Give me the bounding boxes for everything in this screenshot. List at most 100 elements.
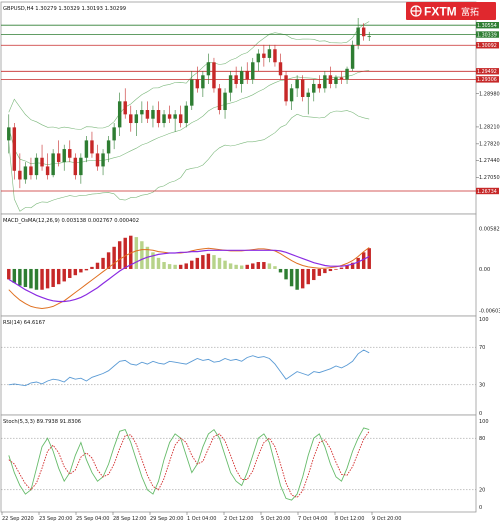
macd-bar (95, 262, 100, 269)
brand-badge: FXTM 富拓 (406, 2, 496, 20)
candle (62, 149, 66, 163)
macd-bar (212, 255, 216, 269)
x-axis-labels: 22 Sep 2020 23 Sep 20:00 25 Sep 04:00 28 Se… (1, 512, 401, 522)
macd-bar (245, 264, 249, 269)
macd-bar (339, 267, 344, 269)
stoch-tick-label: 80 (479, 436, 485, 442)
candle (95, 153, 100, 167)
candle (295, 79, 299, 89)
bollinger-middle (8, 70, 370, 166)
stoch-tick-label: 0 (479, 505, 482, 511)
level-label-1: 1.30339 (477, 32, 497, 38)
candle (350, 44, 355, 69)
candle (68, 149, 72, 158)
macd-bar (228, 263, 233, 269)
macd-bar (273, 266, 277, 269)
signal-line (8, 249, 370, 303)
rsi-panel (0, 315, 477, 416)
candle (328, 75, 333, 84)
candle (12, 127, 17, 171)
macd-bar (306, 268, 310, 285)
macd-bar (195, 257, 200, 269)
candle (256, 53, 261, 63)
level-tag-2 (476, 42, 499, 49)
candle (151, 110, 155, 119)
candle (90, 140, 94, 154)
macd-bar (201, 255, 205, 269)
candle (234, 75, 238, 84)
x-tick-label: 25 Sep 04:00 (76, 516, 109, 522)
candle (173, 114, 177, 119)
x-tick-label: 1 Oct 04:00 (187, 516, 216, 522)
candle (145, 110, 150, 119)
candle (34, 157, 39, 176)
candle (206, 62, 211, 76)
stoch-tick-label: 20 (479, 488, 485, 494)
macd-bar (173, 264, 177, 269)
macd-bar (223, 260, 227, 269)
rsi-tick-label: 70 (479, 345, 485, 351)
price-tick-label: 1.27440 (479, 158, 500, 164)
candle (195, 79, 200, 89)
x-tick-label: 8 Oct 12:00 (335, 516, 364, 522)
candle (79, 157, 83, 176)
macd-bar (106, 252, 111, 269)
macd-bar (167, 264, 172, 269)
macd-bar (101, 257, 105, 269)
macd-bar (56, 268, 61, 285)
macd-bar (356, 257, 360, 269)
candle (323, 75, 327, 89)
candle (190, 79, 194, 106)
macd-bar (267, 263, 272, 269)
stoch-main-line (8, 427, 370, 501)
candle (56, 153, 61, 163)
macd-bar (323, 268, 327, 274)
level-label-0: 1.30554 (477, 23, 497, 29)
candle (106, 140, 111, 154)
candle (239, 70, 244, 84)
price-tick-label: 1.28210 (479, 125, 500, 131)
macd-bar (206, 253, 211, 269)
macd-bar (134, 237, 139, 269)
macd-title: MACD_OsMA(12,26,9) 0.003138 0.002767 0.0… (3, 218, 139, 224)
candle (345, 68, 349, 80)
candle (162, 114, 166, 124)
candle (251, 62, 255, 80)
candle (278, 62, 283, 76)
bollinger-lower (8, 110, 370, 212)
candle (306, 92, 310, 97)
macd-bar (156, 257, 161, 269)
macd-bar (112, 246, 116, 269)
y-axis-labels: 1.28980 1.28210 1.27820 1.27440 1.27050 0.005… (476, 91, 500, 511)
macd-bar (117, 241, 122, 269)
price-tick-label: 1.27820 (479, 142, 500, 148)
stoch-panel (0, 414, 477, 513)
macd-bar (295, 268, 299, 290)
price-panel (0, 1, 477, 215)
candle (223, 92, 227, 111)
x-tick-label: 2 Oct 12:00 (224, 516, 253, 522)
macd-bar (90, 266, 94, 269)
macd-bar (129, 235, 133, 269)
macd-bar (334, 268, 338, 270)
candle (300, 79, 305, 97)
candle (317, 83, 322, 89)
macd-bar (84, 268, 89, 271)
macd-bar (361, 252, 366, 269)
macd-bar (151, 252, 155, 269)
macd-bar (23, 268, 28, 287)
bollinger-upper (8, 21, 370, 130)
candle (51, 153, 55, 176)
candle (40, 157, 44, 167)
macd-bar (284, 268, 288, 280)
x-tick-label: 28 Sep 12:00 (113, 516, 146, 522)
macd-bar (73, 268, 78, 276)
stoch-tick-label: 100 (479, 419, 489, 425)
macd-bar (123, 237, 127, 269)
macd-bar (45, 268, 50, 289)
macd-bar (40, 268, 44, 290)
macd-bar (256, 262, 261, 269)
candle (228, 75, 233, 93)
brand-name: FXTM (424, 5, 457, 19)
